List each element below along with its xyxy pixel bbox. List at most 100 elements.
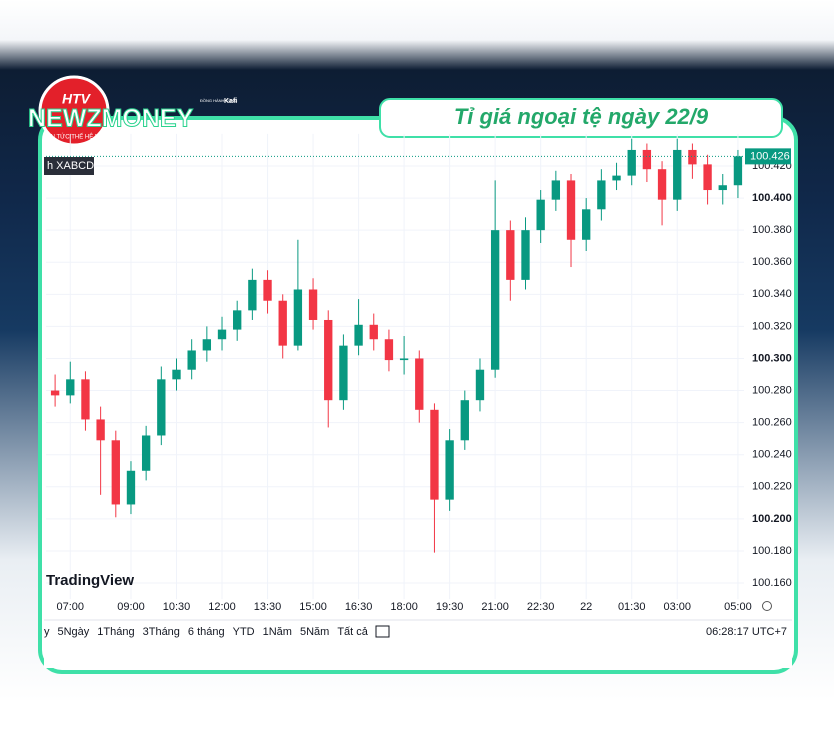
logo-partner: ĐỒNG HÀNH CÙNG — [200, 98, 237, 103]
candle-body — [202, 339, 212, 351]
candle-body — [430, 409, 439, 500]
candle-body — [688, 149, 697, 165]
candle-body — [354, 324, 363, 346]
range-button[interactable]: YTD — [233, 626, 255, 638]
x-tick-label: 22:30 — [527, 601, 555, 613]
logo-partner-name: Kafi — [224, 98, 237, 105]
toolbar-bg — [44, 620, 792, 668]
clock: 06:28:17 UTC+7 — [706, 626, 787, 638]
candle-body — [126, 470, 136, 505]
x-tick-label: 09:00 — [117, 601, 145, 613]
y-tick-label: 100.220 — [752, 481, 792, 493]
candle-body — [673, 149, 682, 200]
x-tick-label: 13:30 — [254, 601, 282, 613]
candle-body — [460, 400, 469, 441]
x-tick-label: 21:00 — [481, 601, 509, 613]
candle-body — [475, 369, 485, 401]
y-tick-label: 100.380 — [752, 224, 792, 236]
logo-tagline: TIN TỨC THẾ HỆ MỚI — [45, 133, 107, 141]
x-tick-label: 03:00 — [663, 601, 691, 613]
candle-body — [81, 379, 90, 420]
range-button[interactable]: y — [44, 626, 50, 638]
candle-body — [612, 175, 621, 181]
candle-body — [96, 419, 105, 441]
date-icon[interactable] — [375, 625, 390, 638]
x-tick-label: 15:00 — [299, 601, 327, 613]
candle-body — [248, 279, 257, 311]
candle-body — [187, 350, 196, 370]
candle-body — [490, 230, 500, 370]
candle-body — [506, 230, 515, 280]
last-price-box — [745, 148, 791, 165]
x-tick-label: 05:00 — [724, 601, 752, 613]
watermark: TradingView — [46, 572, 134, 589]
x-tick-label: 19:30 — [436, 601, 464, 613]
candle-body — [657, 169, 667, 200]
candle-body — [369, 324, 378, 340]
candle-body — [536, 199, 545, 231]
logo-circle — [38, 75, 110, 147]
logo-badge: HTV — [62, 91, 92, 107]
range-button[interactable]: 1Tháng — [97, 626, 134, 638]
candle-body — [66, 379, 75, 396]
candle-body — [324, 319, 333, 401]
symbol: h XABCD — [47, 160, 94, 172]
last-price-label: 100.426 — [750, 150, 790, 162]
y-tick-label: 100.320 — [752, 320, 792, 332]
y-tick-label: 100.300 — [752, 352, 792, 364]
candle-body — [551, 180, 561, 200]
range-button[interactable]: 6 tháng — [188, 626, 225, 638]
y-tick-label: 100.160 — [752, 577, 792, 589]
candle-body — [172, 369, 181, 380]
range-button[interactable]: 5Năm — [300, 626, 329, 638]
candle-body — [263, 279, 272, 301]
candle-body — [445, 440, 454, 500]
candle-body — [308, 289, 318, 320]
candle-body — [718, 185, 727, 191]
candle-body — [233, 310, 242, 330]
y-tick-label: 100.260 — [752, 417, 792, 429]
y-tick-label: 100.180 — [752, 545, 792, 557]
range-button[interactable]: 5Ngày — [58, 626, 90, 638]
candle-body — [384, 339, 394, 361]
settings-icon[interactable] — [762, 601, 772, 611]
x-tick-label: 01:30 — [618, 601, 646, 613]
candle-body — [627, 149, 636, 176]
x-tick-label: 10:30 — [163, 601, 191, 613]
y-tick-label: 100.400 — [752, 192, 792, 204]
candle-body — [415, 358, 424, 410]
range-button[interactable]: 1Năm — [263, 626, 292, 638]
candle-body — [157, 379, 166, 436]
candle-body — [703, 164, 712, 191]
candle-body — [521, 230, 530, 280]
candle-body — [597, 180, 606, 210]
y-tick-label: 100.340 — [752, 288, 792, 300]
y-tick-label: 100.360 — [752, 256, 792, 268]
range-button[interactable]: Tất cả — [337, 626, 368, 638]
x-tick-label: 12:00 — [208, 601, 236, 613]
candle-body — [141, 435, 151, 471]
y-tick-label: 100.240 — [752, 449, 792, 461]
candle-body — [217, 329, 227, 340]
candle-body — [293, 289, 303, 346]
candle-body — [399, 358, 409, 361]
candle-body — [566, 180, 576, 240]
range-button[interactable]: 3Tháng — [143, 626, 180, 638]
logo-brand: NEWZMONEY — [28, 105, 194, 133]
x-tick-label: 18:00 — [390, 601, 418, 613]
candle-body — [642, 149, 652, 170]
x-tick-label: 22 — [580, 601, 592, 613]
candle-body — [582, 209, 591, 240]
candle-body — [111, 440, 120, 505]
candle-body — [339, 345, 348, 401]
y-tick-label: 100.200 — [752, 513, 792, 525]
symbol-box — [44, 157, 94, 175]
banner-box — [379, 98, 783, 138]
x-tick-label: 07:00 — [57, 601, 85, 613]
candle-body — [733, 156, 743, 186]
candle-body — [50, 390, 60, 396]
y-tick-label: 100.280 — [752, 384, 792, 396]
x-tick-label: 16:30 — [345, 601, 373, 613]
plot: 100.160 100.180 100.200 100.220 100.240 100.2… — [46, 133, 792, 613]
